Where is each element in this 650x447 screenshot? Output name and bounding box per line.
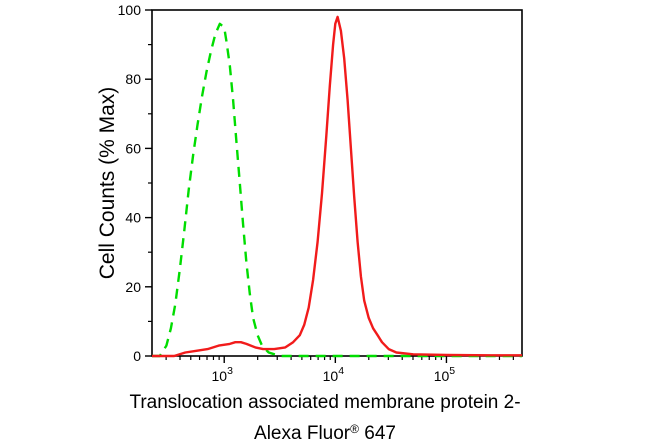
y-tick-label: 20 xyxy=(125,279,141,295)
registered-trademark-symbol: ® xyxy=(350,422,359,436)
x-tick-label: 103 xyxy=(212,365,234,384)
x-axis-caption-line2: Alexa Fluor® 647 xyxy=(0,416,650,447)
caption-product-name: Alexa Fluor xyxy=(254,423,351,444)
y-tick-label: 0 xyxy=(133,348,141,364)
y-tick-label: 60 xyxy=(125,140,141,156)
y-tick-label: 40 xyxy=(125,210,141,226)
curve-red-solid xyxy=(152,15,522,358)
curve-green-dashed xyxy=(152,22,522,358)
caption-product-number: 647 xyxy=(358,423,396,444)
x-tick-label: 104 xyxy=(323,365,345,384)
y-tick-label: 100 xyxy=(118,2,142,18)
x-tick-label: 105 xyxy=(434,365,456,384)
y-axis-title: Cell Counts (% Max) xyxy=(96,86,119,280)
x-axis-caption-line1: Translocation associated membrane protei… xyxy=(129,392,521,413)
y-tick-label: 80 xyxy=(125,71,141,87)
